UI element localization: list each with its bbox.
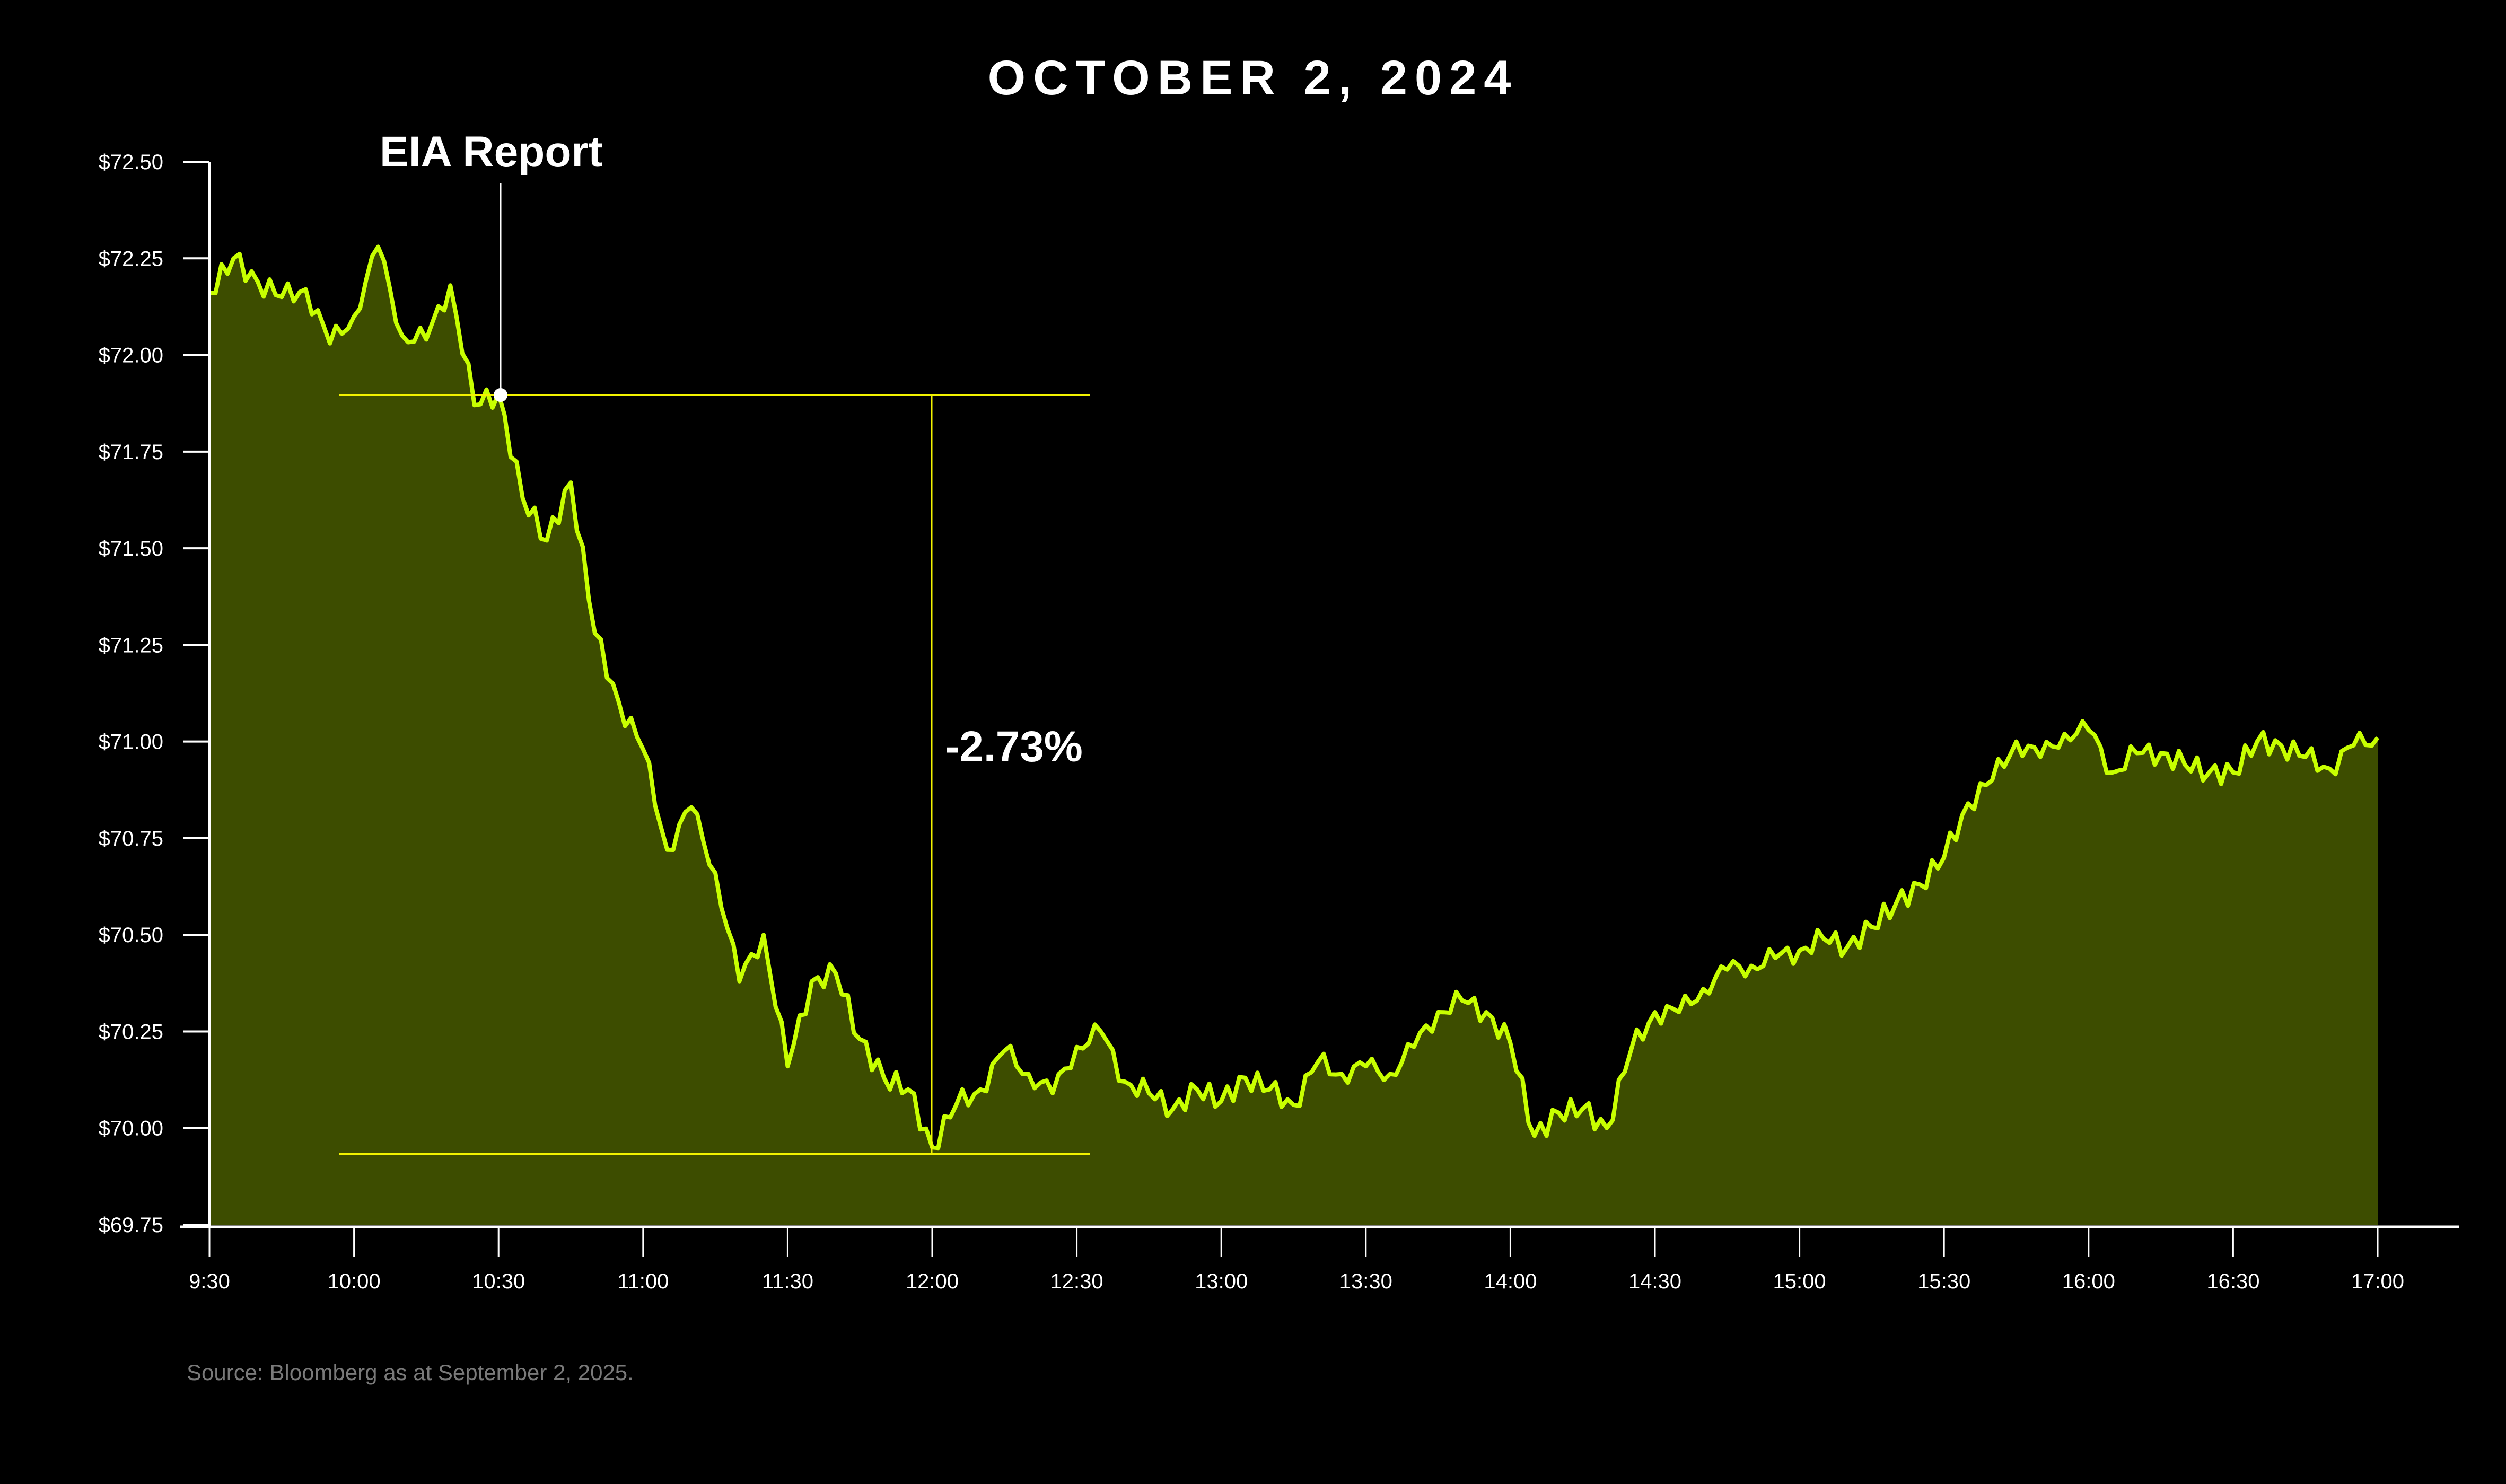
percent-change-label: -2.73% [945, 723, 1083, 771]
y-tick-label: $71.00 [99, 731, 163, 754]
x-tick-label: 16:00 [2062, 1270, 2115, 1293]
x-tick-label: 11:30 [762, 1270, 813, 1293]
y-tick-label: $70.50 [99, 924, 163, 947]
x-tick-label: 13:30 [1339, 1270, 1392, 1293]
y-tick-label: $72.50 [99, 151, 163, 174]
eia-marker-dot [494, 388, 507, 402]
y-tick-label: $71.50 [99, 537, 163, 560]
x-tick-label: 10:30 [472, 1270, 525, 1293]
x-tick-label: 14:00 [1484, 1270, 1537, 1293]
y-tick-label: $70.00 [99, 1117, 163, 1140]
y-axis-ticks: $72.50 $72.25 $72.00 $71.75 $71.50 $71.25 $71.… [99, 151, 209, 1237]
x-tick-label: 11:00 [617, 1270, 669, 1293]
x-tick-label: 13:00 [1195, 1270, 1248, 1293]
y-tick-label: $72.00 [99, 344, 163, 367]
y-tick-label: $71.25 [99, 634, 163, 657]
x-tick-label: 17:00 [2351, 1270, 2404, 1293]
x-axis-ticks: 9:30 10:00 10:30 11:00 11:30 12:00 12:30 13:00 1… [189, 1227, 2404, 1293]
eia-report-label: EIA Report [380, 128, 603, 176]
x-tick-label: 12:30 [1050, 1270, 1103, 1293]
x-tick-label: 15:00 [1773, 1270, 1826, 1293]
x-tick-label: 14:30 [1628, 1270, 1681, 1293]
y-tick-label: $72.25 [99, 247, 163, 270]
y-tick-label: $70.75 [99, 827, 163, 850]
price-area-fill [209, 247, 2378, 1225]
y-tick-label: $69.75 [99, 1214, 163, 1237]
price-line [209, 244, 2380, 1151]
x-tick-label: 10:00 [328, 1270, 381, 1293]
chart-title: OCTOBER 2, 2024 [987, 51, 1519, 105]
source-note: Source: Bloomberg as at September 2, 202… [187, 1360, 634, 1385]
x-tick-label: 12:00 [906, 1270, 959, 1293]
x-tick-label: 9:30 [189, 1270, 230, 1293]
y-tick-label: $71.75 [99, 441, 163, 464]
x-tick-label: 16:30 [2206, 1270, 2259, 1293]
x-tick-label: 15:30 [1917, 1270, 1970, 1293]
y-tick-label: $70.25 [99, 1020, 163, 1043]
